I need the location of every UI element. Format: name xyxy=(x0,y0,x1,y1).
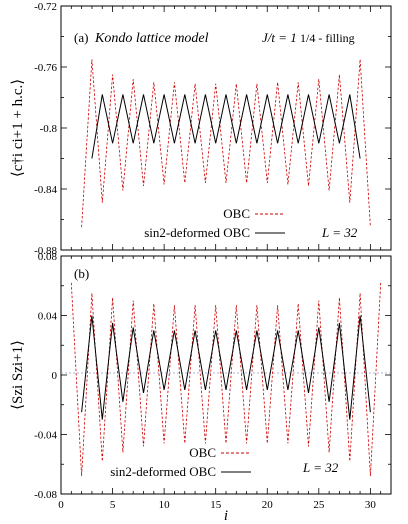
panel-a-series xyxy=(81,59,371,228)
panel-b-y-tick-labels: 0.08 0.04 0 -0.04 -0.08 xyxy=(34,251,57,501)
x-tick-label: 5 xyxy=(110,499,116,511)
x-tick-label: 25 xyxy=(313,499,325,511)
y-tick-label: -0.84 xyxy=(34,184,57,196)
series-line-obc xyxy=(81,59,371,228)
series-line-obc xyxy=(70,282,382,477)
y-tick-label: -0.76 xyxy=(34,62,57,74)
x-tick-label: 30 xyxy=(365,499,377,511)
x-axis-label: i xyxy=(224,508,228,524)
panel-a-y-axis-label: ⟨c†i ci+1 + h.c.⟩ xyxy=(10,79,26,177)
x-tick-label: 15 xyxy=(210,499,222,511)
panel-a-legend-label-sin2: sin2-deformed OBC xyxy=(144,225,250,240)
series-line-sin2-obc xyxy=(81,315,371,420)
panel-b-frame xyxy=(60,255,392,495)
x-tick-label: 0 xyxy=(58,499,64,511)
panel-a-size-label: L = 32 xyxy=(321,225,358,240)
y-tick-label: -0.8 xyxy=(40,123,58,135)
panel-a-model-title: Kondo lattice model xyxy=(94,31,209,46)
panel-a-coupling: J/t = 1 xyxy=(262,30,297,45)
x-tick-label: 10 xyxy=(159,499,171,511)
y-tick-label: -0.04 xyxy=(34,430,57,442)
panel-b-ticks xyxy=(60,255,392,495)
panel-b-legend-label-obc: OBC xyxy=(189,445,216,460)
y-tick-label: 0.04 xyxy=(38,311,58,323)
panel-b-x-tick-labels: 0 5 10 15 20 25 30 xyxy=(58,499,376,511)
panel-b-series xyxy=(70,282,382,477)
y-tick-label: 0.08 xyxy=(38,251,58,263)
panel-a-label: (a) xyxy=(74,30,88,45)
y-tick-label: -0.08 xyxy=(34,489,57,501)
panel-b-size-label: L = 32 xyxy=(302,460,339,475)
panel-a-legend-label-obc: OBC xyxy=(223,206,250,221)
x-tick-label: 20 xyxy=(262,499,274,511)
panel-b-y-axis-label: ⟨Szi Szi+1⟩ xyxy=(10,340,26,410)
panel-a-filling: 1/4 - filling xyxy=(300,31,355,45)
y-tick-label: -0.72 xyxy=(34,1,57,13)
panel-a-ticks xyxy=(60,5,392,251)
y-tick-label: 0 xyxy=(52,370,58,382)
panel-b-legend-label-sin2: sin2-deformed OBC xyxy=(110,464,216,479)
panel-a-y-tick-labels: -0.72 -0.76 -0.8 -0.84 -0.88 xyxy=(34,1,57,257)
series-line-sin2-obc xyxy=(91,94,361,159)
y-tick-label: -0.88 xyxy=(34,245,57,257)
panel-b-label: (b) xyxy=(74,266,89,281)
